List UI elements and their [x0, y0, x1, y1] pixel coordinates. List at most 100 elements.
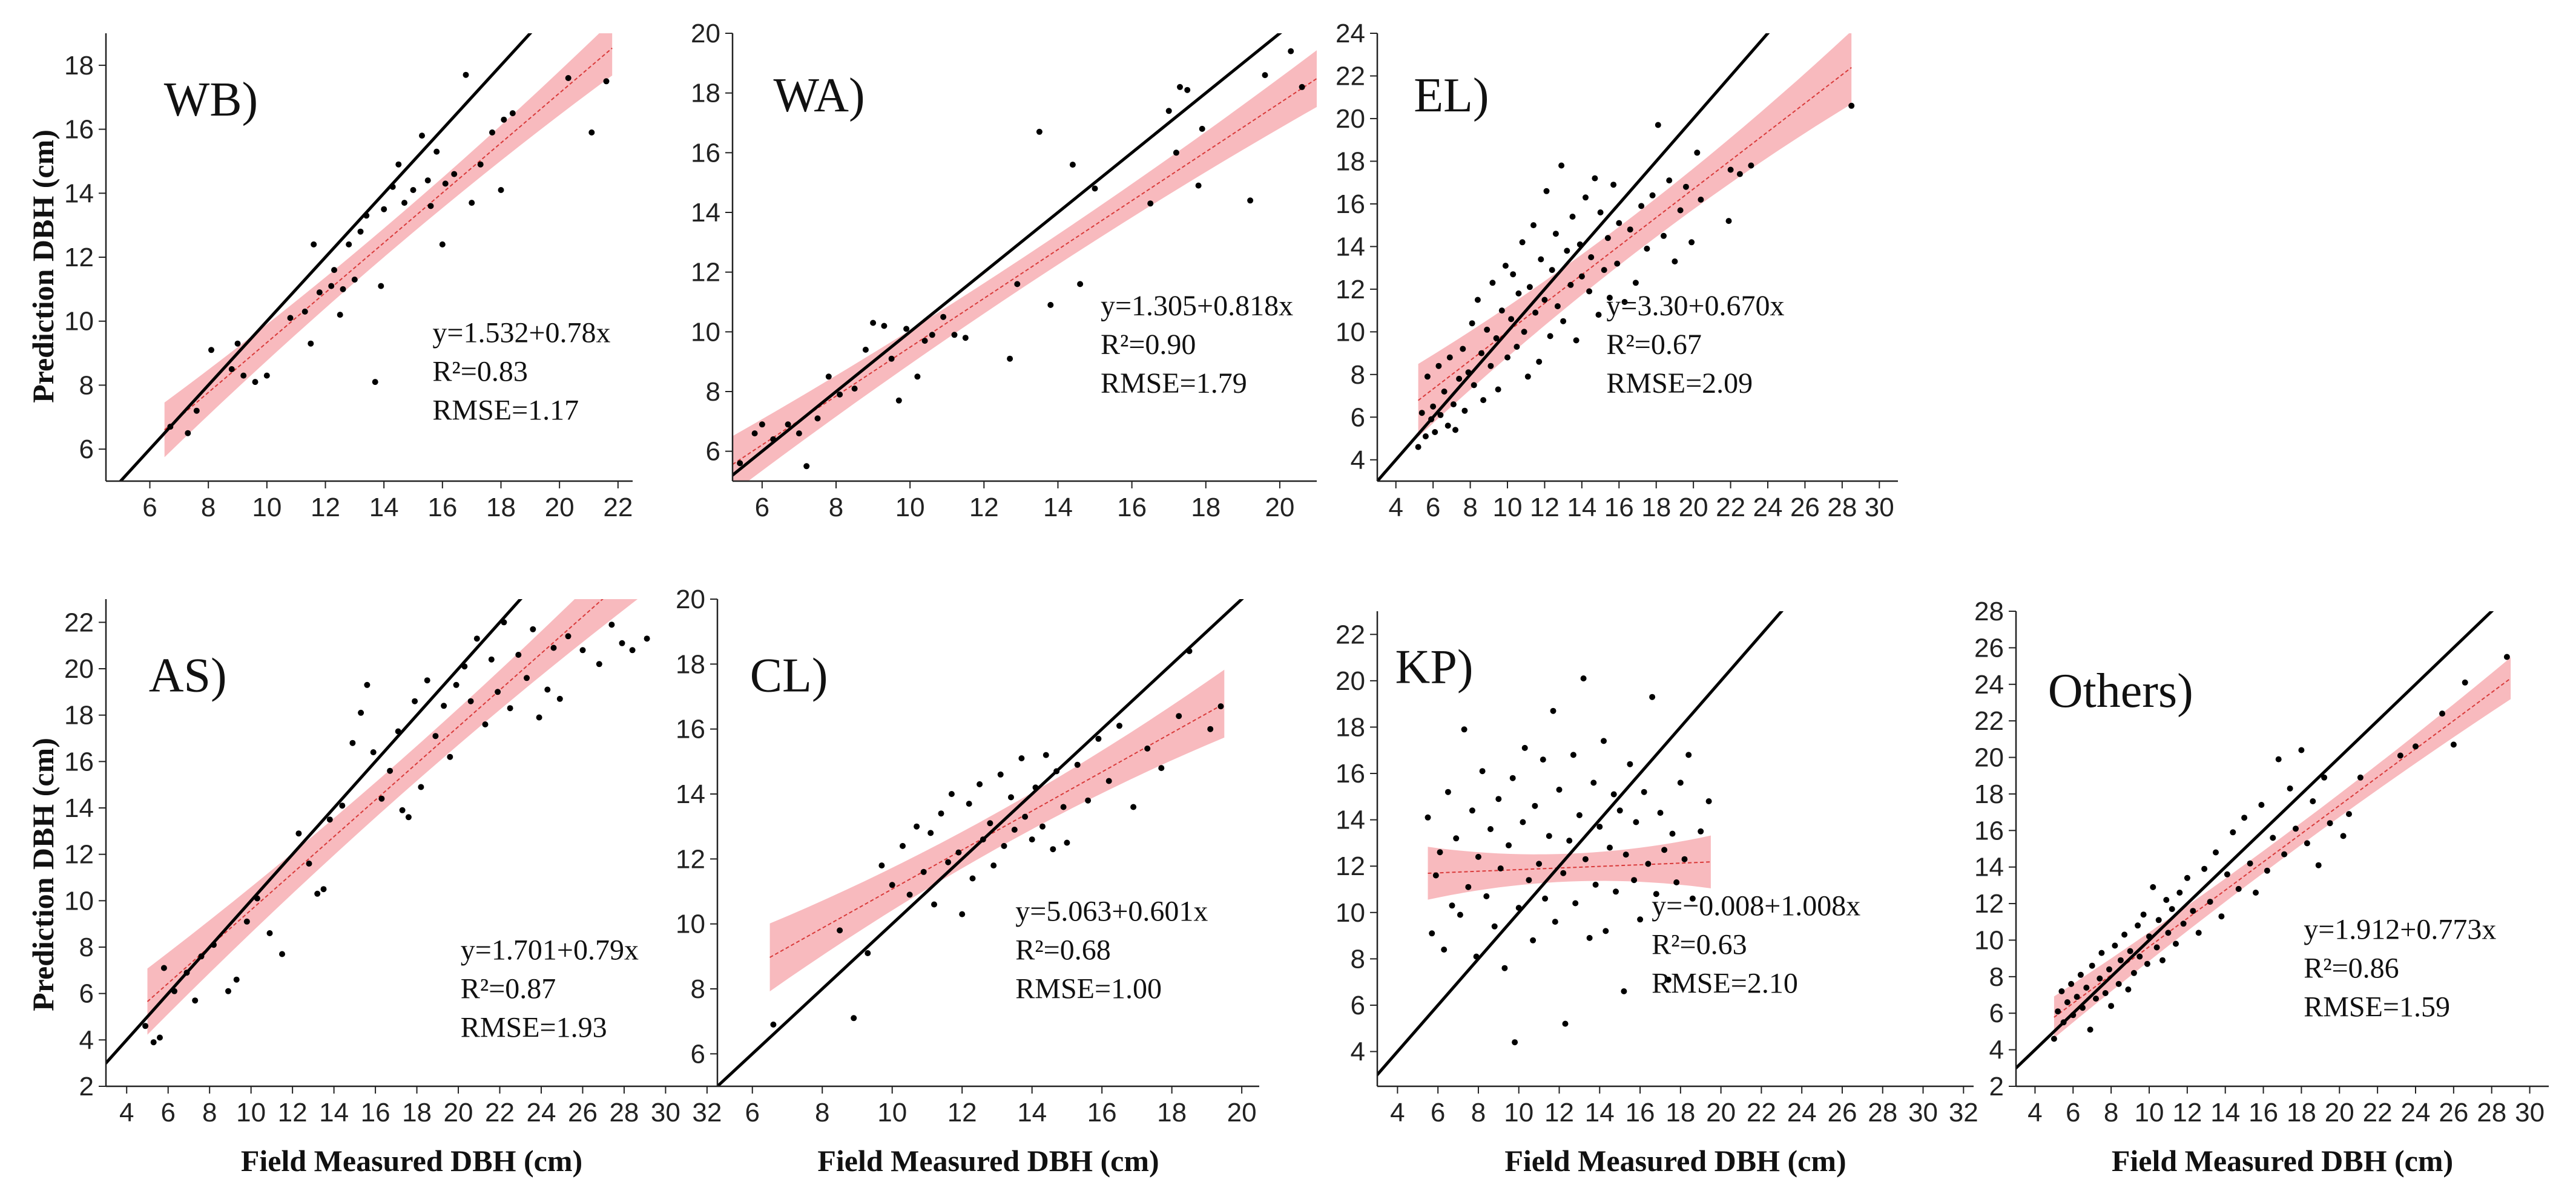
chart-el-point — [1549, 267, 1555, 274]
chart-as-point — [183, 970, 190, 976]
chart-cl-point — [931, 901, 937, 908]
chart-others-confidence-band — [2054, 657, 2511, 1038]
chart-el-point — [1484, 326, 1491, 333]
chart-kp-point — [1631, 877, 1638, 884]
chart-others-y-tick-label: 10 — [1974, 925, 2004, 955]
chart-others-point — [2293, 825, 2299, 832]
chart-others-point — [2108, 1003, 2115, 1009]
chart-el-y-tick-label: 10 — [1336, 317, 1365, 347]
chart-wb-point — [252, 379, 259, 386]
chart-kp-point — [1540, 756, 1546, 763]
chart-cl-one-to-one-line — [717, 599, 1244, 1086]
chart-wa-panel-label: WA) — [774, 69, 865, 122]
chart-others-point — [2077, 971, 2084, 978]
chart-kp-point — [1465, 884, 1472, 890]
chart-others-y-tick-label: 20 — [1974, 743, 2004, 773]
chart-cl-point — [1043, 752, 1049, 758]
chart-others-point — [2163, 897, 2170, 903]
chart-kp-x-tick-label: 24 — [1787, 1098, 1817, 1127]
chart-as-x-tick-label: 30 — [651, 1098, 680, 1127]
chart-el-point — [1694, 149, 1701, 156]
chart-as-point — [279, 951, 285, 957]
chart-others-x-label: Field Measured DBH (cm) — [2112, 1144, 2453, 1178]
chart-el-point — [1437, 412, 1444, 418]
chart-others-annotation-rmse: RMSE=1.59 — [2304, 991, 2450, 1023]
chart-cl-x-tick-label: 6 — [745, 1098, 759, 1127]
chart-others-point — [2230, 829, 2236, 836]
chart-as-y-tick-label: 6 — [79, 979, 94, 1009]
chart-kp-one-to-one-line — [1377, 611, 1784, 1077]
chart-kp-point — [1661, 847, 1668, 853]
chart-wa-point — [1014, 281, 1021, 287]
chart-el-point — [1682, 183, 1689, 190]
chart-el-point — [1616, 220, 1622, 226]
chart-wb-point — [372, 379, 378, 386]
chart-wb-y-tick-label: 8 — [79, 370, 94, 400]
chart-el-point — [1530, 222, 1537, 229]
chart-cl-point — [1032, 784, 1039, 791]
chart-others-point — [2235, 885, 2242, 892]
chart-cl-point — [1029, 836, 1035, 843]
chart-wa-point — [921, 338, 928, 344]
chart-wb-point — [501, 116, 507, 123]
chart-others-y-tick-label: 14 — [1974, 853, 2004, 882]
chart-el-annotation-r2: R²=0.67 — [1606, 329, 1701, 361]
chart-wa-point — [770, 436, 777, 442]
chart-cl-y-tick-label: 8 — [691, 974, 705, 1004]
chart-el-x-tick-label: 6 — [1426, 493, 1440, 522]
chart-others-point — [2127, 948, 2133, 954]
chart-cl-point — [969, 875, 976, 882]
chart-wa-point — [1184, 87, 1191, 93]
chart-kp-point — [1473, 953, 1480, 960]
chart-wb-fit-line — [164, 47, 613, 431]
chart-wa-point — [929, 332, 935, 338]
chart-kp-point — [1497, 865, 1504, 871]
chart-as-x-tick-label: 16 — [361, 1098, 390, 1127]
chart-others-x-tick-label: 10 — [2135, 1098, 2164, 1127]
chart-as-y-tick-label: 10 — [64, 886, 94, 916]
chart-kp-annotation-rmse: RMSE=2.10 — [1652, 967, 1798, 999]
chart-cl-point — [1060, 804, 1067, 810]
chart-others-point — [2115, 980, 2122, 987]
chart-as-point — [495, 689, 501, 695]
chart-cl-point — [1105, 778, 1112, 784]
chart-kp-point — [1580, 675, 1587, 681]
chart-wb-point — [433, 148, 440, 155]
chart-kp-point — [1698, 828, 1704, 835]
chart-el-point — [1504, 354, 1510, 361]
chart-el-point — [1430, 403, 1437, 410]
chart-kp-point — [1633, 819, 1639, 825]
chart-others-point — [2275, 756, 2282, 763]
chart-as-x-tick-label: 32 — [692, 1098, 722, 1127]
chart-others-point — [2218, 913, 2225, 920]
chart-others-point — [2098, 950, 2105, 956]
chart-wa-point — [1165, 108, 1172, 114]
chart-kp-point — [1487, 826, 1494, 832]
chart-cl-point — [959, 911, 966, 917]
chart-kp-annotation-equation: y=−0.008+1.008x — [1652, 890, 1860, 922]
chart-kp-point — [1560, 870, 1567, 876]
chart-cl-point — [920, 868, 927, 875]
chart-wb-plot — [118, 33, 613, 481]
chart-as-panel-label: AS) — [149, 649, 227, 703]
chart-kp-point — [1526, 877, 1532, 884]
chart-as-x-tick-label: 24 — [527, 1098, 556, 1127]
chart-wb-point — [234, 340, 241, 347]
chart-el-point — [1632, 280, 1639, 286]
chart-el-point — [1610, 182, 1617, 188]
chart-others-point — [2310, 798, 2316, 804]
chart-el-point — [1601, 267, 1607, 274]
chart-as-point — [339, 802, 346, 809]
chart-kp-y-tick-label: 10 — [1336, 898, 1365, 928]
chart-others-y-tick-label: 2 — [1989, 1072, 2004, 1101]
chart-kp-point — [1685, 752, 1692, 758]
chart-cl-point — [977, 781, 983, 787]
chart-wb-panel-label: WB) — [164, 73, 259, 126]
chart-wb-point — [363, 212, 370, 219]
chart-cl-panel-label: CL) — [750, 649, 828, 703]
chart-cl-annotation-rmse: RMSE=1.00 — [1015, 973, 1162, 1005]
chart-as-point — [550, 645, 557, 651]
chart-wa-point — [1177, 84, 1183, 90]
chart-kp-point — [1491, 923, 1498, 930]
chart-wa-x-tick-label: 8 — [829, 493, 843, 522]
